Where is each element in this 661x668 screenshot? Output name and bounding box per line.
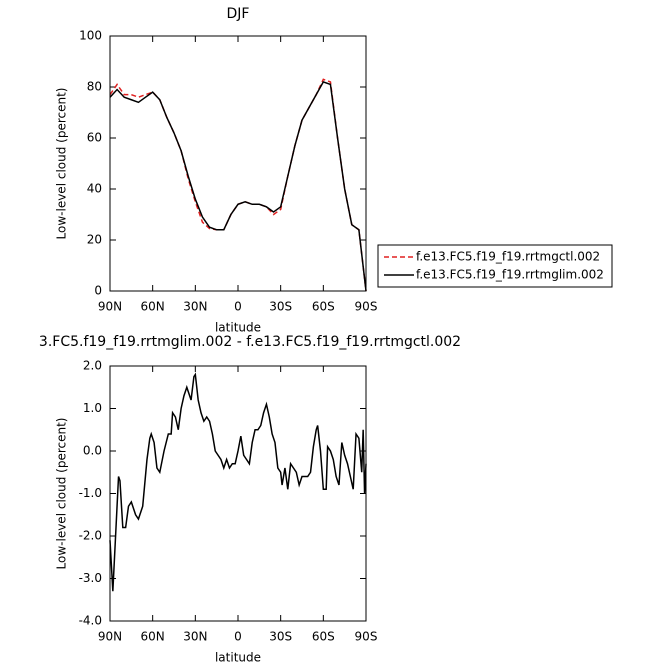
data-line <box>109 372 367 592</box>
y-tick-label: 60 <box>87 131 102 145</box>
x-tick-label: 30N <box>183 300 207 314</box>
y-tick-label: 80 <box>87 80 102 94</box>
x-axis-label: latitude <box>215 321 261 335</box>
y-tick-label: 2.0 <box>83 359 102 373</box>
x-tick-label: 60N <box>141 300 165 314</box>
x-tick-label: 60S <box>312 630 335 644</box>
x-tick-label: 0 <box>234 630 242 644</box>
y-tick-label: -1.0 <box>79 486 102 500</box>
y-axis-label: Low-level cloud (percent) <box>55 418 69 570</box>
y-tick-label: 20 <box>87 233 102 247</box>
y-tick-label: -2.0 <box>79 529 102 543</box>
y-tick-label: 0.0 <box>83 444 102 458</box>
legend-label: f.e13.FC5.f19_f19.rrtmglim.002 <box>416 268 604 282</box>
plot-frame <box>109 365 367 622</box>
data-line <box>109 78 367 292</box>
y-tick-label: 40 <box>87 182 102 196</box>
y-tick-label: -4.0 <box>79 614 102 628</box>
y-tick-label: 1.0 <box>83 401 102 415</box>
legend-label: f.e13.FC5.f19_f19.rrtmgctl.002 <box>416 250 600 264</box>
legend-box <box>377 244 613 288</box>
x-tick-label: 0 <box>234 300 242 314</box>
x-axis-label: latitude <box>215 651 261 665</box>
y-tick-label: -3.0 <box>79 571 102 585</box>
chart-title: DJF <box>227 6 250 22</box>
x-tick-label: 90S <box>355 630 378 644</box>
y-tick-label: 100 <box>79 29 102 43</box>
chart-title: 3.FC5.f19_f19.rrtmglim.002 - f.e13.FC5.f… <box>39 334 461 350</box>
data-line <box>109 80 367 292</box>
x-tick-label: 60N <box>141 630 165 644</box>
x-tick-label: 90N <box>98 300 122 314</box>
x-tick-label: 90N <box>98 630 122 644</box>
x-tick-label: 30S <box>269 630 292 644</box>
y-axis-label: Low-level cloud (percent) <box>55 88 69 240</box>
y-tick-label: 0 <box>94 284 102 298</box>
x-tick-label: 30N <box>183 630 207 644</box>
plot-frame <box>109 35 367 292</box>
x-tick-label: 60S <box>312 300 335 314</box>
x-tick-label: 90S <box>355 300 378 314</box>
x-tick-label: 30S <box>269 300 292 314</box>
